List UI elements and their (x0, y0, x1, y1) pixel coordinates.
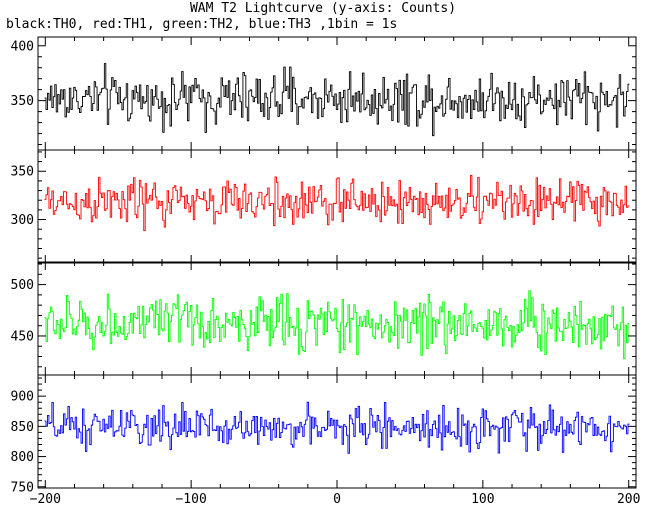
x-tick-label: 100 (471, 492, 494, 505)
y-tick-label: 900 (11, 390, 34, 405)
series-th2-line (44, 290, 630, 360)
y-tick-label: 750 (11, 480, 34, 495)
chart-title: WAM T2 Lightcurve (y-axis: Counts) (189, 1, 457, 16)
panel-3-frame (37, 261, 637, 376)
y-tick-label: 350 (11, 94, 34, 109)
chart-subtitle: black:TH0, red:TH1, green:TH2, blue:TH3 … (6, 17, 398, 32)
series-th3-line (44, 401, 630, 454)
y-tick-label: 500 (11, 278, 34, 293)
x-tick-label: −100 (175, 492, 206, 505)
series-th1-line (44, 174, 630, 231)
y-tick-label: 850 (11, 420, 34, 435)
x-tick-label: 0 (333, 492, 341, 505)
y-tick-label: 450 (11, 329, 34, 344)
x-tick-label: 200 (617, 492, 640, 505)
y-tick-label: 350 (11, 165, 34, 180)
y-tick-label: 800 (11, 450, 34, 465)
x-tick-label: −200 (30, 492, 61, 505)
series-th0-line (44, 63, 630, 137)
y-tick-label: 300 (11, 213, 34, 228)
y-tick-label: 400 (11, 39, 34, 54)
